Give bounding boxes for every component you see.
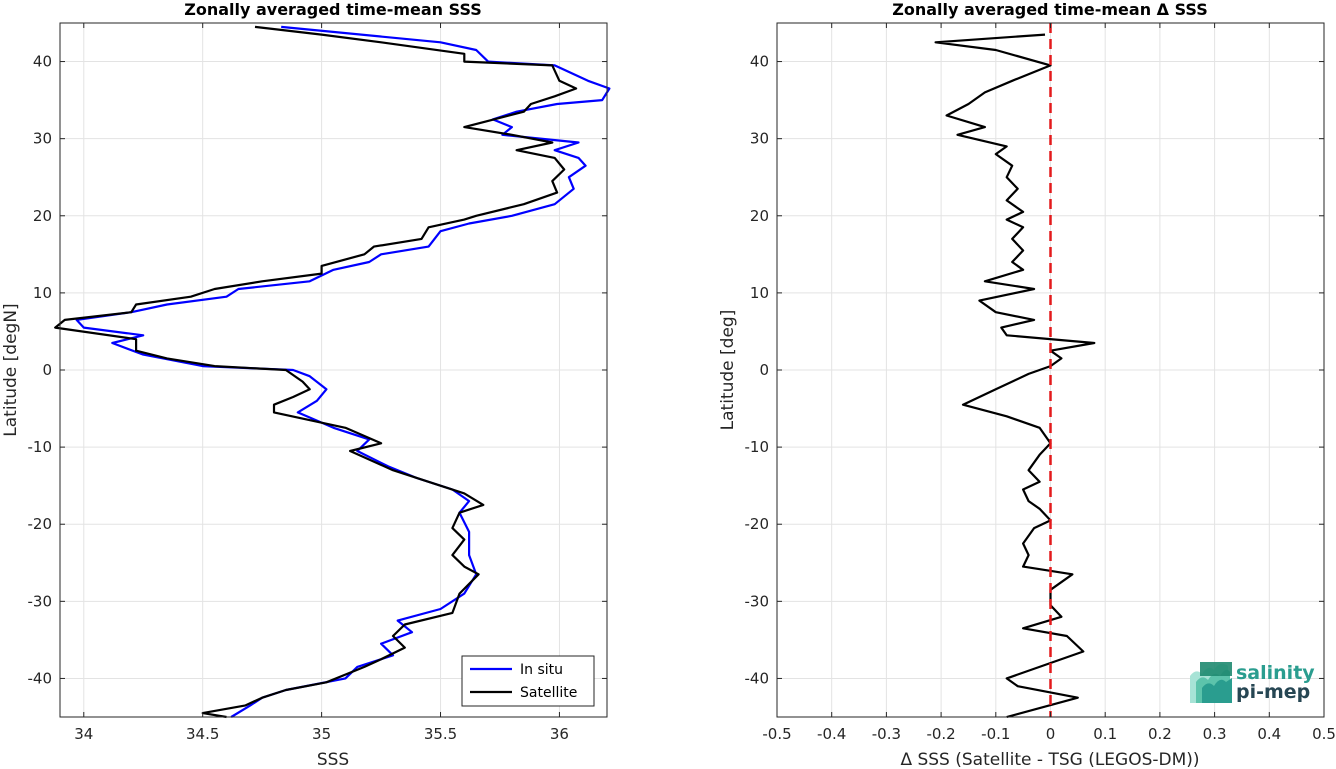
series-lines-right (934, 23, 1096, 719)
series-line-delta-sss (934, 33, 1096, 719)
logo-waves-icon (1190, 662, 1232, 703)
y-tick-label: 30 (750, 130, 769, 148)
series-line-in-situ (75, 25, 611, 718)
legend-box (461, 655, 595, 707)
xticks-right: -0.5 -0.4 -0.3 -0.2 -0.1 0 0.1 0.2 0.3 0.4 0.5 (762, 23, 1336, 743)
yticks-right: -40 -30 -20 -10 0 10 20 30 40 (745, 53, 1324, 687)
legend-label-in-situ: In situ (520, 662, 563, 678)
y-tick-label: -10 (745, 438, 770, 456)
yticks-left: -40 -30 -20 -10 0 10 20 30 40 (28, 53, 607, 687)
y-tick-label: 40 (750, 53, 769, 71)
x-tick-label: 0.3 (1203, 725, 1227, 743)
series-lines-left (54, 25, 611, 719)
y-tick-label: 10 (33, 284, 52, 302)
x-tick-label: 0.5 (1312, 725, 1336, 743)
y-tick-label: 30 (33, 130, 52, 148)
chart-title-right: Zonally averaged time-mean Δ SSS (892, 0, 1208, 19)
salinity-pimep-logo: salinity pi-mep (1190, 662, 1315, 703)
y-axis-label-right: Latitude [deg] (718, 310, 738, 431)
y-tick-label: -20 (745, 515, 770, 533)
x-tick-label: 34 (74, 725, 93, 743)
x-tick-label: -0.4 (817, 725, 846, 743)
legend: In situ Satellite (461, 655, 595, 707)
y-tick-label: 40 (33, 53, 52, 71)
x-tick-label: 0.2 (1148, 725, 1172, 743)
panel-left-sss: 34 34.5 35 35.5 36 -40 -30 -20 -10 0 10 20 30 40 Zon… (1, 0, 611, 769)
y-tick-label: 20 (750, 207, 769, 225)
y-tick-label: -40 (745, 669, 770, 687)
y-tick-label: -30 (28, 592, 53, 610)
x-tick-label: -0.1 (981, 725, 1010, 743)
logo-text-pimep: pi-mep (1236, 681, 1310, 703)
y-tick-label: -40 (28, 669, 53, 687)
y-tick-label: -20 (28, 515, 53, 533)
x-tick-label: 0.4 (1257, 725, 1281, 743)
logo-text-salinity: salinity (1236, 662, 1315, 684)
x-tick-label: -0.2 (926, 725, 955, 743)
y-tick-label: 0 (759, 361, 769, 379)
panel-right-delta-sss: -0.5 -0.4 -0.3 -0.2 -0.1 0 0.1 0.2 0.3 0.4 0.5 -40… (718, 0, 1336, 769)
x-axis-label-right: Δ SSS (Satellite - TSG (LEGOS-DM)) (900, 750, 1199, 769)
x-tick-label: -0.5 (762, 725, 791, 743)
series-line-satellite (54, 25, 578, 719)
xticks-left: 34 34.5 35 35.5 36 (74, 23, 569, 743)
grid-left (60, 23, 607, 717)
x-tick-label: 0.1 (1093, 725, 1117, 743)
x-tick-label: 0 (1046, 725, 1056, 743)
x-tick-label: 35 (312, 725, 331, 743)
y-tick-label: 0 (42, 361, 52, 379)
legend-label-satellite: Satellite (520, 685, 577, 701)
x-axis-label-left: SSS (317, 750, 349, 769)
chart-title-left: Zonally averaged time-mean SSS (184, 0, 482, 19)
y-axis-label-left: Latitude [degN] (1, 303, 21, 436)
y-tick-label: 20 (33, 207, 52, 225)
y-tick-label: -30 (745, 592, 770, 610)
x-tick-label: 35.5 (424, 725, 457, 743)
y-tick-label: -10 (28, 438, 53, 456)
y-tick-label: 10 (750, 284, 769, 302)
x-tick-label: 36 (550, 725, 569, 743)
x-tick-label: 34.5 (186, 725, 219, 743)
x-tick-label: -0.3 (872, 725, 901, 743)
